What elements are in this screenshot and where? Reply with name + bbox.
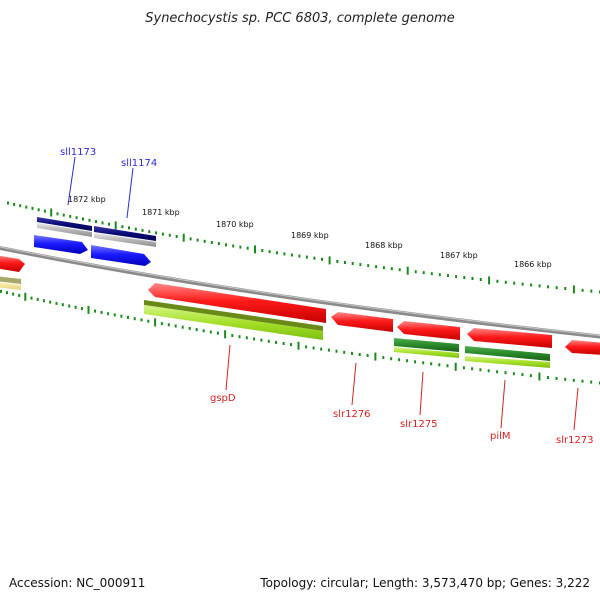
outer-tick-ring xyxy=(7,201,600,294)
label-sll1173: sll1173 xyxy=(60,147,96,206)
reverse-gene-sll1173[interactable] xyxy=(34,217,92,254)
genome-backbone-highlight xyxy=(0,246,600,336)
inner-tick-ring xyxy=(0,289,600,385)
forward-gene-slr1275[interactable] xyxy=(394,321,460,358)
tick-label: 1870 kbp xyxy=(216,220,254,229)
tick-label: 1869 kbp xyxy=(291,231,329,240)
genome-summary: Topology: circular; Length: 3,573,470 bp… xyxy=(260,576,590,590)
label-pilM: pilM xyxy=(490,379,511,442)
tick-label: 1871 kbp xyxy=(142,208,180,217)
svg-text:gspD: gspD xyxy=(210,393,236,404)
label-gspD: gspD xyxy=(210,344,236,404)
svg-text:slr1273: slr1273 xyxy=(556,435,594,446)
forward-gene-gspD[interactable] xyxy=(144,283,326,340)
svg-text:slr1275: slr1275 xyxy=(400,419,438,430)
forward-gene-left-partial[interactable] xyxy=(0,255,25,290)
label-sll1174: sll1174 xyxy=(121,158,157,219)
accession-label: Accession: NC_000911 xyxy=(9,576,146,590)
forward-gene-slr1276[interactable] xyxy=(331,312,393,332)
tick-label: 1867 kbp xyxy=(440,251,478,260)
svg-text:slr1276: slr1276 xyxy=(333,409,371,420)
genome-backbone xyxy=(0,245,600,339)
svg-text:sll1173: sll1173 xyxy=(60,147,96,158)
forward-gene-pilM[interactable] xyxy=(465,328,552,368)
tick-label: 1866 kbp xyxy=(514,260,552,269)
svg-text:sll1174: sll1174 xyxy=(121,158,157,169)
label-slr1276: slr1276 xyxy=(333,362,371,420)
forward-gene-slr1273[interactable] xyxy=(565,340,600,355)
tick-label: 1868 kbp xyxy=(365,241,403,250)
svg-text:pilM: pilM xyxy=(490,431,511,442)
tick-label: 1872 kbp xyxy=(68,195,106,204)
label-slr1273: slr1273 xyxy=(556,387,594,446)
reverse-gene-sll1174[interactable] xyxy=(91,226,156,266)
label-slr1275: slr1275 xyxy=(400,371,438,430)
map-title: Synechocystis sp. PCC 6803, complete gen… xyxy=(145,11,454,26)
